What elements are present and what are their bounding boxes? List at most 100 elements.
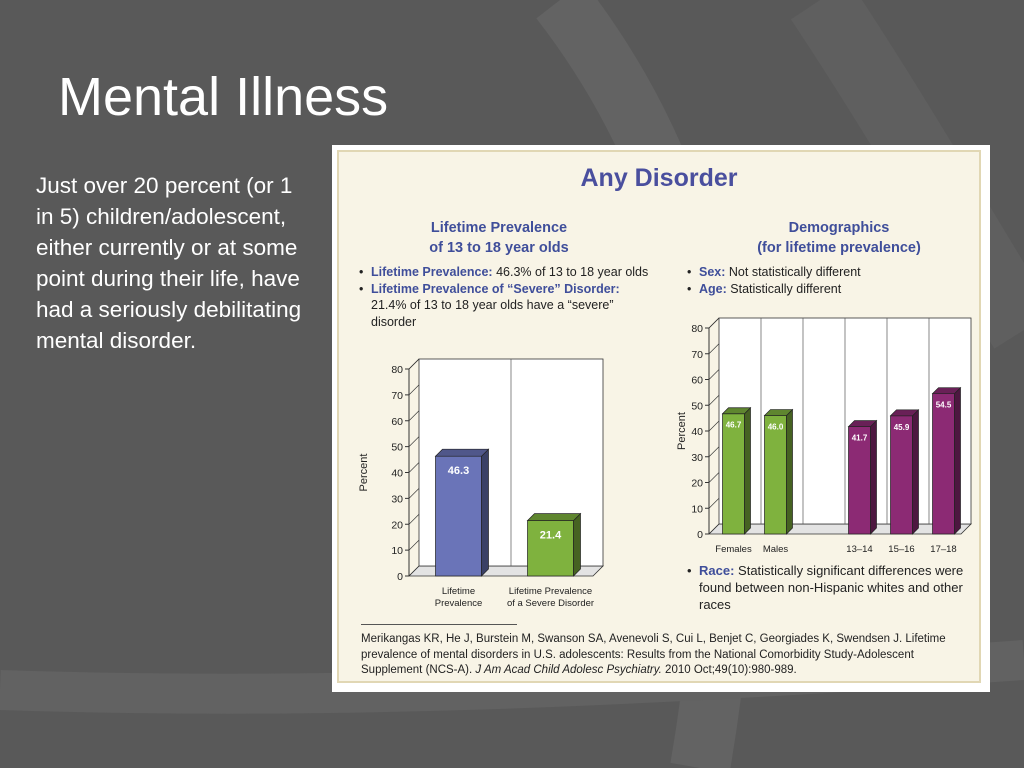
bar-top xyxy=(434,448,490,457)
y-tick-diagonal xyxy=(408,358,420,370)
bar-top xyxy=(931,387,962,395)
y-tick-diagonal xyxy=(708,498,720,509)
left-heading-line1: Lifetime Prevalence xyxy=(430,220,568,236)
y-tick-label: 50 xyxy=(691,400,703,412)
bar-side xyxy=(954,386,961,535)
bar xyxy=(527,520,574,577)
bar-top xyxy=(889,409,920,417)
bar-value-label: 45.9 xyxy=(894,423,910,432)
demographics-chart: 0 10 20 30 40 50 60 70 80 Percent 46.7 Females 46.0 M… xyxy=(676,317,972,555)
bar xyxy=(890,415,913,535)
bar xyxy=(764,415,787,535)
bar-value-label: 46.7 xyxy=(726,421,742,430)
y-tick-label: 20 xyxy=(391,519,403,531)
x-tick-label: 17–18 xyxy=(930,544,956,555)
bullet-text: Statistically significant differences we… xyxy=(699,563,964,612)
y-tick-diagonal xyxy=(408,462,420,473)
figure-image: Any Disorder Lifetime Prevalence of 13 t… xyxy=(332,145,990,692)
figure-title: Any Disorder xyxy=(580,164,738,192)
y-tick-diagonal xyxy=(708,369,720,380)
bar xyxy=(435,455,482,577)
bullet-label: Lifetime Prevalence of “Severe” Disorder… xyxy=(371,281,620,296)
race-bullet-item: Race: Statistically significant differen… xyxy=(685,562,965,613)
y-tick-label: 80 xyxy=(691,323,703,335)
lifetime-prevalence-chart: 0 10 20 30 40 50 60 70 80 Percent 46.3 LifetimePrev… xyxy=(358,358,604,609)
right-heading-line1: Demographics xyxy=(788,220,890,236)
y-tick-diagonal xyxy=(408,539,420,551)
x-tick-label: 15–16 xyxy=(888,544,914,555)
left-bullet-item: Lifetime Prevalence of “Severe” Disorder… xyxy=(357,281,657,331)
citation: Merikangas KR, He J, Burstein M, Swanson… xyxy=(361,632,961,679)
y-tick-diagonal xyxy=(408,514,420,525)
race-bullet-list: Race: Statistically significant differen… xyxy=(685,562,965,613)
y-tick-label: 30 xyxy=(391,493,403,505)
y-tick-diagonal xyxy=(708,472,720,483)
right-bullet-item: Sex: Not statistically different xyxy=(685,264,975,281)
y-tick-label: 10 xyxy=(691,503,703,515)
y-tick-label: 70 xyxy=(391,390,403,402)
y-tick-diagonal xyxy=(408,488,420,499)
y-tick-diagonal xyxy=(708,420,720,432)
bar-value-label: 41.7 xyxy=(852,434,868,443)
x-tick-label: Prevalence xyxy=(435,598,483,609)
bullet-label: Age: xyxy=(699,281,727,296)
y-tick-label: 10 xyxy=(391,545,403,557)
citation-journal: J Am Acad Child Adolesc Psychiatry. xyxy=(475,664,662,676)
y-tick-diagonal xyxy=(708,523,720,535)
y-tick-label: 40 xyxy=(391,468,403,480)
x-tick-label: Lifetime Prevalence xyxy=(509,586,592,597)
citation-text: Merikangas KR, He J, Burstein M, Swanson… xyxy=(361,633,946,676)
bar-side xyxy=(912,408,919,535)
x-tick-label: Females xyxy=(715,544,752,555)
y-tick-diagonal xyxy=(408,436,420,447)
bar-value-label: 46.3 xyxy=(448,465,469,477)
y-tick-diagonal xyxy=(408,384,420,396)
left-heading-line2: of 13 to 18 year olds xyxy=(429,240,569,256)
right-heading-line2: (for lifetime prevalence) xyxy=(757,240,921,256)
bar-value-label: 46.0 xyxy=(768,423,784,432)
y-tick-label: 60 xyxy=(691,375,703,387)
bullet-label: Race: xyxy=(699,563,735,578)
bar-side xyxy=(786,408,793,535)
y-tick-diagonal xyxy=(708,446,720,457)
y-tick-label: 0 xyxy=(397,571,403,583)
bar-side xyxy=(744,406,751,535)
y-tick-diagonal xyxy=(708,317,720,329)
y-axis-title: Percent xyxy=(676,412,688,450)
bullet-text: 46.3% of 13 to 18 year olds xyxy=(496,265,649,279)
citation-details: 2010 Oct;49(10):980-989. xyxy=(665,664,797,676)
y-tick-diagonal xyxy=(408,565,420,577)
bullet-text: 21.4% of 13 to 18 year olds have a “seve… xyxy=(371,298,614,329)
bar-top xyxy=(847,420,878,427)
x-tick-label: Males xyxy=(763,544,789,555)
bullet-label: Lifetime Prevalence: xyxy=(371,265,493,279)
y-tick-diagonal xyxy=(708,395,720,406)
left-heading: Lifetime Prevalence of 13 to 18 year old… xyxy=(379,218,619,258)
citation-divider xyxy=(361,624,517,625)
y-axis-title: Percent xyxy=(358,454,370,492)
bullet-text: Not statistically different xyxy=(728,265,861,279)
right-bullet-item: Age: Statistically different xyxy=(685,281,975,298)
bar-top xyxy=(526,513,582,521)
bar-value-label: 21.4 xyxy=(540,530,562,542)
left-bullet-list: Lifetime Prevalence: 46.3% of 13 to 18 y… xyxy=(357,264,657,330)
slide-body-text: Just over 20 percent (or 1 in 5) childre… xyxy=(36,173,302,353)
y-tick-label: 50 xyxy=(391,442,403,454)
bar-value-label: 54.5 xyxy=(936,401,952,410)
bullet-text: Statistically different xyxy=(730,281,842,296)
x-tick-label: Lifetime xyxy=(442,586,475,597)
bar-side xyxy=(573,512,581,577)
y-tick-label: 70 xyxy=(691,349,703,361)
y-tick-label: 80 xyxy=(391,364,403,376)
y-tick-label: 0 xyxy=(697,529,703,541)
figure-panel: Any Disorder Lifetime Prevalence of 13 t… xyxy=(337,150,981,683)
y-tick-label: 40 xyxy=(691,426,703,438)
bar xyxy=(722,413,745,535)
right-bullet-list: Sex: Not statistically different Age: St… xyxy=(685,264,975,297)
y-tick-diagonal xyxy=(708,343,720,354)
x-tick-label: of a Severe Disorder xyxy=(507,598,594,609)
slide-title: Mental Illness xyxy=(58,67,389,127)
bar-top xyxy=(721,407,752,415)
y-tick-diagonal xyxy=(408,410,420,421)
bar-side xyxy=(870,419,877,535)
